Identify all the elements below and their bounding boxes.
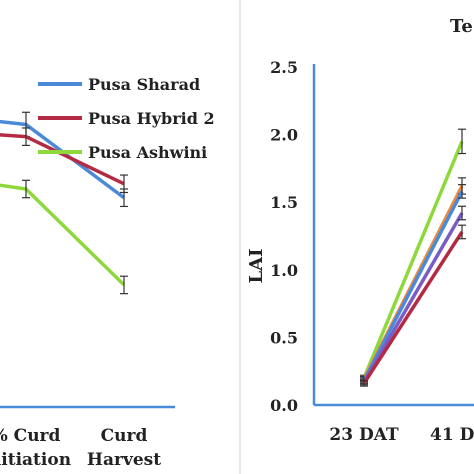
right-chart: Te LAI 0.0 0.5 1.0 1.5 2.0 2.5 23 DAT 41 D bbox=[246, 16, 474, 445]
left-legend: Pusa Sharad Pusa Hybrid 2 Pusa Ashwini bbox=[38, 75, 215, 162]
right-series-line-3 bbox=[362, 190, 464, 382]
legend-label: Pusa Ashwini bbox=[88, 143, 207, 162]
left-series-line-3 bbox=[0, 183, 126, 287]
right-y-tick-label: 2.0 bbox=[270, 126, 298, 145]
right-y-axis-label: LAI bbox=[246, 248, 267, 283]
right-series-line-4 bbox=[362, 212, 464, 383]
right-y-tick-label: 2.5 bbox=[270, 58, 298, 77]
right-x-tick-label: 23 DAT bbox=[329, 425, 399, 445]
right-series-line-5 bbox=[362, 230, 464, 385]
right-chart-title: Te bbox=[450, 16, 473, 37]
right-y-tick-label: 0.0 bbox=[270, 396, 298, 415]
legend-label: Pusa Sharad bbox=[88, 75, 200, 94]
left-chart: % CurdInitiationCurdHarvest Pusa SharadP… bbox=[0, 75, 215, 470]
left-x-tick-label: Curd Harvest bbox=[87, 426, 161, 470]
legend-label: Pusa Hybrid 2 bbox=[88, 109, 215, 128]
right-y-tick-label: 1.5 bbox=[270, 193, 298, 212]
right-y-tick-label: 0.5 bbox=[270, 328, 298, 347]
left-x-tick-label: % CurdInitiation bbox=[0, 426, 71, 470]
right-x-tick-label: 41 D bbox=[430, 425, 474, 445]
right-y-tick-label: 1.0 bbox=[270, 261, 298, 280]
right-series-line-1 bbox=[362, 140, 464, 379]
